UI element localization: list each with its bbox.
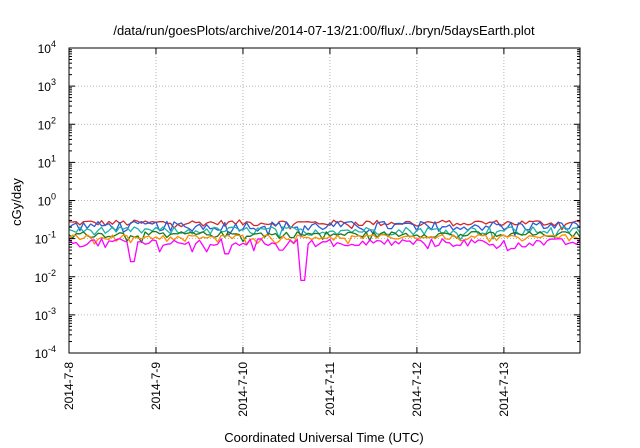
series-line	[68, 220, 581, 238]
y-tick-label: 104	[38, 39, 56, 56]
series-line	[68, 226, 581, 241]
series-line	[68, 234, 581, 245]
series-line	[68, 230, 581, 243]
x-tick-label: 2014-7-11	[323, 362, 337, 416]
y-tick-label: 103	[38, 77, 56, 94]
y-tick-label: 10-4	[35, 344, 56, 361]
x-tick-label: 2014-7-10	[236, 362, 250, 417]
series-layer	[68, 219, 581, 282]
x-tick-label: 2014-7-12	[410, 362, 424, 417]
y-tick-labels: 10-4 10-3 10-2 10-1 100 101 102 103 104	[35, 39, 56, 361]
y-tick-label: 101	[38, 153, 56, 170]
x-tick-label: 2014-7-8	[62, 362, 76, 410]
x-tick-labels: 2014-7-8 2014-7-9 2014-7-10 2014-7-11 2014-7…	[62, 362, 511, 417]
x-tick-label: 2014-7-9	[149, 362, 163, 410]
grid	[69, 48, 580, 353]
x-axis-label: Coordinated Universal Time (UTC)	[224, 430, 423, 445]
series-line	[68, 238, 581, 282]
y-tick-label: 10-2	[35, 268, 56, 285]
y-axis-label: cGy/day	[9, 178, 24, 226]
y-tick-label: 100	[38, 192, 56, 209]
chart-title: /data/run/goesPlots/archive/2014-07-13/2…	[113, 23, 535, 38]
y-tick-label: 102	[38, 115, 56, 132]
x-tick-label: 2014-7-13	[497, 362, 511, 417]
y-tick-label: 10-1	[35, 230, 56, 247]
ticks	[68, 47, 580, 354]
series-line	[68, 219, 581, 231]
y-tick-label: 10-3	[35, 306, 56, 323]
